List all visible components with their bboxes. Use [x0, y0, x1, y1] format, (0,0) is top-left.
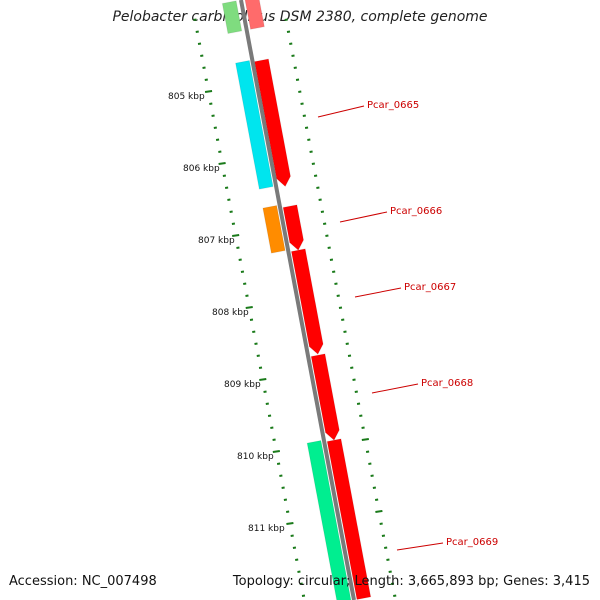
inner-tick — [272, 449, 280, 453]
kbp-label: 806 kbp — [183, 164, 220, 174]
gene-labels: Pcar_0665 Pcar_0666 Pcar_0667 Pcar_0668 Pcar… — [317, 100, 498, 551]
gene-feature-red — [290, 248, 324, 355]
outer-tick — [375, 509, 383, 513]
gene-label-leader — [371, 383, 419, 394]
kbp-label: 810 kbp — [237, 452, 274, 462]
gene-feature-cyan — [235, 59, 274, 190]
kbp-label: 809 kbp — [224, 380, 261, 390]
gene-label: Pcar_0669 — [446, 537, 498, 548]
kbp-labels: 805 kbp 806 kbp 807 kbp 808 kbp 809 kbp 810 k… — [168, 92, 285, 534]
inner-tick — [204, 89, 213, 93]
gene-features — [221, 0, 372, 600]
gene-feature-red — [310, 353, 340, 441]
gene-label: Pcar_0665 — [367, 100, 419, 111]
inner-tick — [218, 161, 226, 165]
gene-label-leader — [354, 287, 402, 298]
gene-feature-springgreen — [306, 439, 352, 600]
accession-text: Accession: NC_007498 — [9, 574, 157, 589]
kbp-label: 811 kbp — [248, 524, 285, 534]
gene-label-leader — [396, 542, 444, 551]
outer-tick-marks — [284, 18, 397, 597]
inner-tick — [245, 305, 253, 309]
gene-label: Pcar_0668 — [421, 378, 473, 389]
kbp-label: 807 kbp — [198, 236, 235, 246]
genome-info-text: Topology: circular; Length: 3,665,893 bp… — [232, 574, 590, 589]
gene-feature-red — [254, 58, 291, 188]
inner-tick — [232, 233, 240, 237]
gene-feature-orange — [262, 204, 286, 254]
gene-label: Pcar_0666 — [390, 206, 442, 217]
outer-tick — [361, 437, 369, 441]
gene-feature-top-green — [221, 0, 243, 35]
gene-feature-red — [326, 438, 372, 600]
gene-feature-top-red — [244, 0, 265, 30]
gene-label-leader — [317, 105, 365, 118]
gene-label: Pcar_0667 — [404, 282, 456, 293]
gene-label-leader — [339, 211, 388, 223]
kbp-label: 805 kbp — [168, 92, 205, 102]
inner-tick — [259, 377, 267, 381]
inner-tick-marks — [193, 18, 306, 597]
gene-feature-red — [282, 204, 305, 251]
map-title: Pelobacter carbinolicus DSM 2380, comple… — [112, 9, 488, 25]
kbp-label: 808 kbp — [212, 308, 249, 318]
inner-tick — [286, 521, 294, 525]
genome-backbone — [239, 0, 356, 600]
